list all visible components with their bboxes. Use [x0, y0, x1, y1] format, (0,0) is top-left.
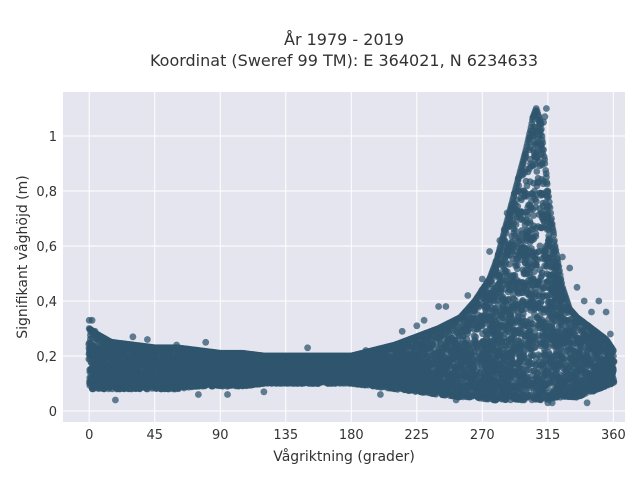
chart-subtitle: Koordinat (Sweref 99 TM): E 364021, N 62… — [150, 51, 538, 70]
chart-title: År 1979 - 2019 — [284, 30, 404, 49]
